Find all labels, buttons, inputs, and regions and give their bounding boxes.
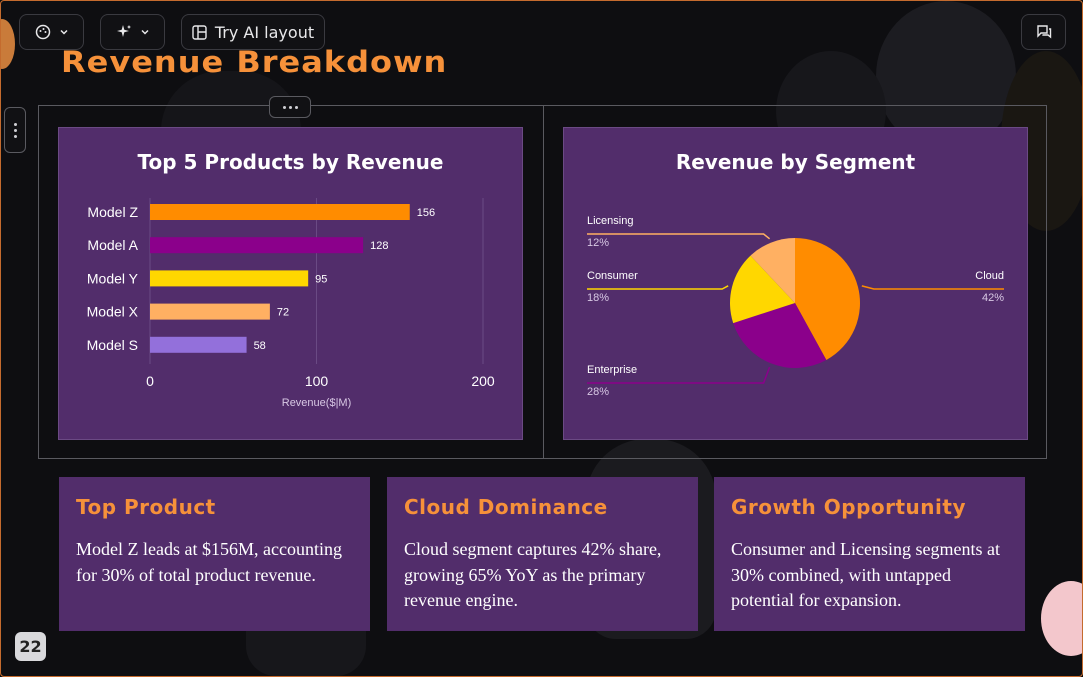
info-card-text: Model Z leads at $156M, accounting for 3… — [76, 539, 342, 585]
y-tick-label: Model A — [87, 237, 138, 253]
bar-value-label: 58 — [254, 340, 266, 352]
try-ai-layout-button[interactable]: Try AI layout — [181, 14, 325, 50]
bar-value-label: 95 — [315, 273, 327, 285]
y-tick-label: Model Y — [87, 270, 139, 286]
pie-chart: Cloud 42% Enterprise 28% Consumer 18% Licensin… — [587, 215, 1004, 398]
x-tick-label: 100 — [305, 373, 329, 389]
info-card-text: Cloud segment captures 42% share, growin… — [404, 539, 662, 610]
bar-chart-title: Top 5 Products by Revenue — [137, 150, 444, 174]
pie-leader-line — [587, 285, 729, 290]
pie-chart-card: Revenue by Segment Cloud 42% Enterprise 28%… — [563, 127, 1028, 440]
bar-value-label: 128 — [370, 240, 388, 252]
comment-icon — [1036, 25, 1051, 39]
info-card-growth-opportunity: Growth Opportunity Consumer and Licensin… — [714, 477, 1025, 631]
pie-slice-value-label: 42% — [982, 292, 1004, 304]
bar — [150, 204, 410, 220]
pie-chart-title: Revenue by Segment — [675, 150, 916, 174]
pie-slice — [730, 255, 795, 324]
pie-slice — [733, 303, 827, 368]
column-divider — [543, 106, 544, 458]
row-drag-handle[interactable] — [269, 96, 311, 118]
bar — [150, 237, 364, 254]
pie-slice — [795, 238, 860, 360]
bar-value-label: 72 — [277, 307, 289, 319]
info-card-title: Cloud Dominance — [404, 495, 608, 519]
y-tick-label: Model X — [87, 304, 139, 320]
bar-chart: 0 100 200 Revenue($|M) Model Z 156 Model A 128 M… — [87, 198, 495, 409]
bar-value-label: 156 — [417, 207, 435, 219]
pie-leader-line — [587, 233, 771, 240]
pie-slice — [750, 238, 795, 303]
decorative-witch-character — [1, 19, 15, 69]
chevron-down-icon — [140, 29, 149, 35]
info-card-top-product: Top Product Model Z leads at $156M, acco… — [59, 477, 370, 631]
bar — [150, 303, 270, 320]
decorative-ghost-character — [1041, 581, 1082, 656]
pie-slice-label: Enterprise — [587, 364, 637, 376]
layout-icon — [192, 24, 207, 40]
ai-tools-dropdown-button[interactable] — [100, 14, 165, 50]
pie-slice-label: Licensing — [587, 215, 633, 227]
bar-chart-card: Top 5 Products by Revenue 0 100 200 Revenue… — [58, 127, 523, 440]
pie-slice-value-label: 28% — [587, 386, 609, 398]
pie-slice-label: Cloud — [975, 270, 1004, 282]
comments-button[interactable] — [1021, 14, 1066, 50]
info-card-title: Top Product — [76, 495, 216, 519]
info-card-text: Consumer and Licensing segments at 30% c… — [731, 539, 1000, 610]
pie-leader-line — [587, 366, 771, 384]
y-tick-label: Model Z — [87, 204, 138, 220]
sparkles-icon — [116, 25, 131, 37]
charts-container[interactable]: Top 5 Products by Revenue 0 100 200 Revenue… — [38, 105, 1047, 459]
info-card-cloud-dominance: Cloud Dominance Cloud segment captures 4… — [387, 477, 698, 631]
theme-dropdown-button[interactable] — [19, 14, 84, 50]
bar — [150, 336, 247, 353]
bar — [150, 270, 309, 287]
x-tick-label: 200 — [471, 373, 495, 389]
decorative-pumpkin-shape — [876, 1, 1016, 151]
x-tick-label: 0 — [146, 373, 154, 389]
pie-slice-label: Consumer — [587, 270, 638, 282]
palette-icon — [35, 24, 50, 40]
block-drag-handle[interactable] — [4, 107, 26, 153]
y-tick-label: Model S — [87, 337, 138, 353]
chevron-down-icon — [59, 29, 68, 35]
pie-slice-value-label: 12% — [587, 237, 609, 249]
pie-leader-line — [861, 285, 1004, 290]
info-card-title: Growth Opportunity — [731, 495, 966, 519]
try-ai-layout-label: Try AI layout — [214, 22, 315, 42]
page-number-badge: 22 — [15, 632, 46, 661]
slide-title: Revenue Breakdown — [61, 44, 448, 80]
x-axis-label: Revenue($|M) — [282, 397, 352, 409]
pie-slice-value-label: 18% — [587, 292, 609, 304]
